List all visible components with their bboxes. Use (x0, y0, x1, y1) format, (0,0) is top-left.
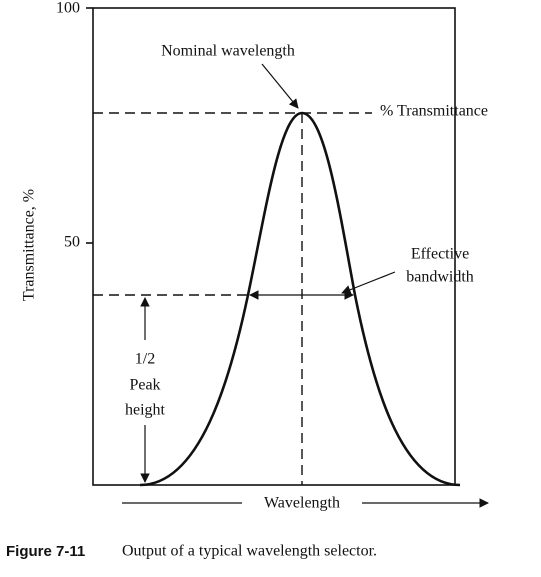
caption-text: Output of a typical wavelength selector. (122, 543, 377, 560)
caption-label: Figure 7-11 (6, 543, 85, 560)
y-axis-label: Transmittance, % (21, 189, 38, 301)
x-axis-label: Wavelength (264, 495, 340, 512)
y-tick-label: 50 (64, 234, 80, 251)
annotation: Nominal wavelength (161, 43, 295, 60)
annotation: height (125, 402, 166, 419)
annotation: 1/2 (135, 351, 155, 368)
annotation: Effective (411, 246, 469, 263)
bandwidth-pointer (341, 271, 396, 295)
annotation: bandwidth (406, 269, 474, 286)
y-tick-label: 100 (56, 0, 80, 17)
annotation: % Transmittance (380, 103, 488, 120)
annotation: Peak (129, 377, 160, 394)
plot-frame (92, 7, 456, 486)
nominal-pointer (261, 63, 299, 109)
